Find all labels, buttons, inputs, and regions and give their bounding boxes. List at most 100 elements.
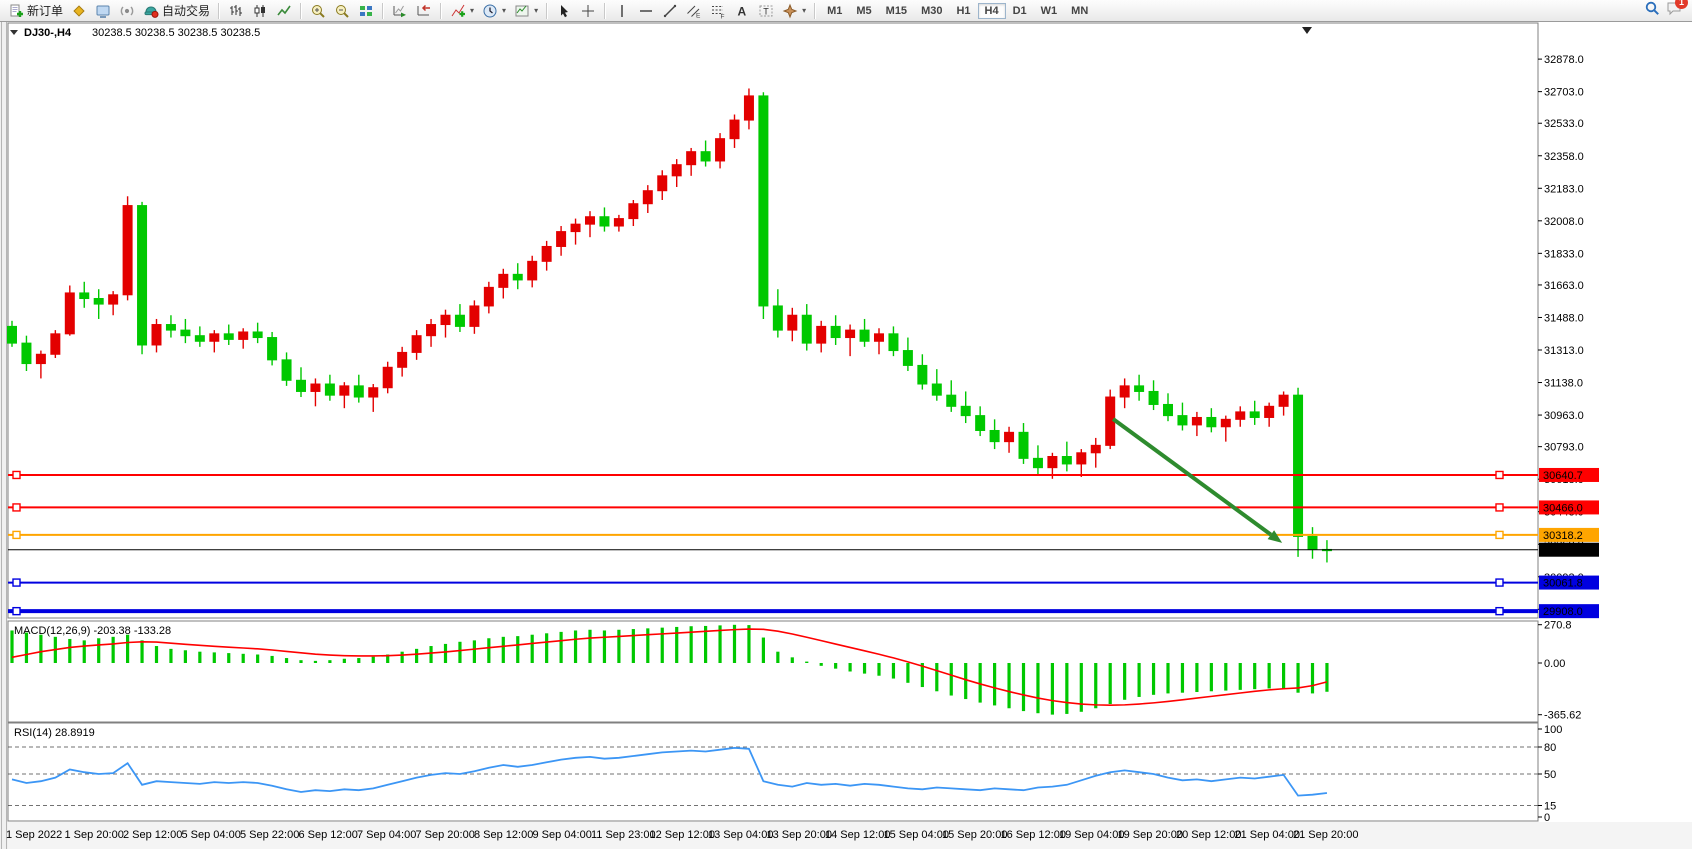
chevron-down-icon[interactable]: ▾	[470, 6, 475, 15]
chevron-down-icon[interactable]: ▾	[534, 6, 539, 15]
macd-signal-line	[11, 628, 1328, 706]
bar-chart-button[interactable]	[224, 1, 248, 21]
timeframe-mn[interactable]: MN	[1071, 4, 1089, 17]
candle-down	[324, 383, 335, 396]
timeframe-m5[interactable]: M5	[856, 4, 872, 17]
timeframe-d1[interactable]: D1	[1012, 4, 1027, 17]
tile-windows-button[interactable]	[354, 1, 378, 21]
signals-icon	[119, 3, 135, 19]
candle-up	[657, 175, 668, 192]
line-handle[interactable]	[12, 530, 21, 540]
chart-shift-button[interactable]	[412, 1, 436, 21]
timeframe-w1[interactable]: W1	[1040, 4, 1058, 17]
line-chart-button[interactable]	[272, 1, 296, 21]
candle-down	[165, 324, 176, 331]
indicators-button[interactable]: ▾	[446, 1, 478, 21]
timeframe-m30[interactable]: M30	[921, 4, 943, 17]
templates-button[interactable]: ▾	[510, 1, 542, 21]
signals-button[interactable]	[115, 1, 139, 21]
text-label-button[interactable]: T	[754, 1, 778, 21]
line-handle[interactable]	[1495, 530, 1504, 540]
chevron-down-icon[interactable]: ▾	[502, 6, 507, 15]
candle-up	[498, 273, 509, 288]
candle-down	[1177, 415, 1188, 426]
zoom-out-button[interactable]	[330, 1, 354, 21]
timeframe-h4[interactable]: H4	[977, 2, 1006, 19]
toolbar-separator	[604, 2, 607, 19]
candle-up	[527, 260, 538, 281]
candle-up	[1191, 416, 1202, 426]
chart-canvas[interactable]: 32878.0 32703.0 32533.0 32358.0 32183.0 32008…	[0, 22, 1692, 849]
market-button[interactable]	[67, 1, 91, 21]
line-handle[interactable]	[1495, 578, 1504, 587]
new-order-button[interactable]: 新订单	[4, 0, 67, 21]
toolbar-group: ▾ ▾ ▾	[444, 0, 544, 21]
price-tick-label: 31138.0	[1544, 378, 1583, 390]
price-tick-label: 32703.0	[1544, 87, 1584, 99]
candle-down	[252, 331, 263, 339]
candle-down	[960, 405, 971, 417]
metaeditor-button[interactable]	[91, 1, 115, 21]
timeframe-m1[interactable]: M1	[827, 4, 843, 17]
search-icon[interactable]	[1644, 0, 1660, 21]
vertical-line-button[interactable]	[610, 1, 634, 21]
line-handle[interactable]	[12, 606, 21, 616]
rsi-label: RSI(14) 28.8919	[14, 727, 95, 739]
arrows-button[interactable]: ▾	[778, 1, 810, 21]
timeframe-m15[interactable]: M15	[885, 4, 908, 17]
line-handle[interactable]	[12, 470, 21, 480]
fibonacci-icon: F	[710, 3, 726, 19]
crosshair-button[interactable]	[576, 1, 600, 21]
candle-down	[1307, 535, 1318, 550]
candle-down	[281, 359, 292, 381]
text-button[interactable]: A	[730, 1, 754, 21]
trendline-icon	[662, 3, 678, 19]
time-axis-label: 15 Sep 04:00	[884, 829, 949, 841]
zoom-in-button[interactable]	[306, 1, 330, 21]
candle-down	[1148, 390, 1159, 405]
svg-text:E: E	[696, 12, 701, 19]
rsi-axis-label: 15	[1544, 801, 1556, 813]
cursor-button[interactable]	[552, 1, 576, 21]
equidistant-channel-button[interactable]: E	[682, 1, 706, 21]
chat-button[interactable]: 1	[1666, 0, 1688, 21]
zoom-out-icon	[334, 3, 350, 19]
horizontal-line-button[interactable]	[634, 1, 658, 21]
chart-title-quote: 30238.5 30238.5 30238.5 30238.5	[92, 27, 260, 39]
time-axis-label: 19 Sep 04:00	[1059, 829, 1124, 841]
candle-up	[426, 324, 437, 337]
zoom-in-icon	[310, 3, 326, 19]
trend-arrow-object[interactable]	[1111, 417, 1273, 537]
candle-down	[21, 342, 32, 365]
candle-down	[700, 151, 711, 162]
macd-axis-label: 0.00	[1544, 658, 1565, 670]
candle-up	[613, 218, 624, 227]
price-marker	[1539, 575, 1599, 590]
candle-down	[859, 329, 870, 342]
time-axis-label: 15 Sep 20:00	[942, 829, 1007, 841]
candle-up	[238, 331, 249, 340]
toolbar-group: E F A T ▾	[608, 0, 812, 21]
timeframe-h1[interactable]: H1	[956, 4, 971, 17]
chevron-down-icon[interactable]: ▾	[802, 6, 807, 15]
new-order-label: 新订单	[27, 4, 64, 18]
line-handle[interactable]	[12, 503, 21, 512]
candle-up	[411, 335, 422, 353]
line-handle[interactable]	[1495, 470, 1504, 480]
candles	[7, 88, 1332, 563]
fibonacci-button[interactable]: F	[706, 1, 730, 21]
toolbar-group: 新订单 自动交易	[2, 0, 216, 21]
autotrading-button[interactable]: 自动交易	[139, 0, 214, 21]
periods-button[interactable]: ▾	[478, 1, 510, 21]
toolbar-right: 1	[1644, 0, 1690, 21]
candle-chart-button[interactable]	[248, 1, 272, 21]
rsi-axis-label: 80	[1544, 742, 1556, 754]
line-handle[interactable]	[1495, 503, 1504, 512]
line-handle[interactable]	[12, 578, 21, 587]
symbol-dropdown-icon[interactable]	[10, 30, 18, 35]
line-handle[interactable]	[1495, 606, 1504, 616]
auto-scroll-button[interactable]	[388, 1, 412, 21]
candle-down	[267, 337, 278, 361]
candle-down	[917, 364, 928, 385]
trendline-button[interactable]	[658, 1, 682, 21]
